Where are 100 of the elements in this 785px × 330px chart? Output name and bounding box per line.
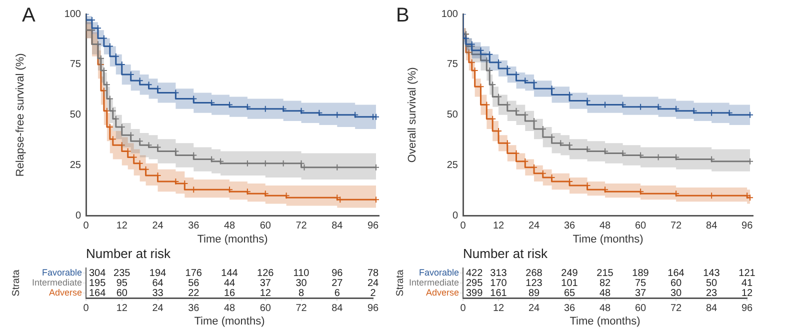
x-tick-label: 60 — [260, 302, 272, 314]
y-axis-title: Strata — [10, 269, 22, 296]
x-tick-label: 0 — [460, 302, 466, 314]
data-label: 96 — [332, 268, 344, 279]
y-axis-title: Relapse-free survival (%) — [14, 53, 27, 177]
x-tick-label: 12 — [492, 220, 505, 232]
y-axis-title: Strata — [394, 269, 406, 296]
data-label: 37 — [260, 278, 272, 289]
x-tick-label: 12 — [492, 302, 504, 314]
data-label: 249 — [561, 268, 578, 279]
data-label: 22 — [188, 288, 200, 299]
data-label: 48 — [599, 288, 611, 299]
data-label: 75 — [634, 278, 646, 289]
x-tick-label: 84 — [332, 220, 344, 232]
data-label: 164 — [668, 268, 685, 279]
data-label: 50 — [706, 278, 718, 289]
x-axis-title: Time (months) — [197, 233, 268, 246]
y-tick-label: Favorable — [418, 267, 459, 278]
data-label: 164 — [89, 288, 106, 299]
chart-title: Number at risk — [86, 246, 172, 262]
y-tick-label: Adverse — [48, 287, 82, 298]
data-label: 143 — [703, 268, 720, 279]
y-tick-label: Intermediate — [408, 277, 459, 288]
y-tick-label: 75 — [446, 59, 458, 70]
y-tick-label: 50 — [446, 110, 458, 121]
data-label: 422 — [466, 268, 484, 279]
data-label: 8 — [298, 288, 304, 299]
x-tick-label: 48 — [599, 302, 611, 314]
data-label: 215 — [596, 268, 614, 279]
x-tick-label: 72 — [670, 302, 682, 314]
x-tick-label: 72 — [296, 302, 308, 314]
x-tick-label: 36 — [188, 220, 200, 232]
data-label: 2 — [370, 288, 376, 299]
data-label: 295 — [466, 278, 484, 289]
data-label: 16 — [224, 288, 236, 299]
y-tick-label: 50 — [70, 110, 82, 121]
x-tick-label: 48 — [224, 220, 236, 232]
data-label: 313 — [490, 268, 508, 279]
data-label: 44 — [224, 278, 236, 289]
data-label: 235 — [114, 268, 131, 279]
x-tick-label: 24 — [528, 220, 540, 232]
x-tick-label: 12 — [116, 220, 128, 232]
data-label: 65 — [564, 288, 576, 299]
x-tick-label: 72 — [670, 220, 682, 232]
data-label: 12 — [741, 288, 753, 299]
data-label: 23 — [706, 288, 718, 299]
data-label: 27 — [332, 278, 344, 289]
y-tick-label: 0 — [75, 210, 82, 222]
x-tick-label: 60 — [260, 220, 272, 232]
data-label: 6 — [334, 288, 340, 299]
x-tick-label: 84 — [332, 302, 344, 314]
data-label: 121 — [738, 268, 756, 279]
x-tick-label: 36 — [564, 220, 576, 232]
x-tick-label: 84 — [706, 220, 718, 232]
x-tick-label: 48 — [224, 302, 236, 314]
x-tick-label: 24 — [528, 302, 540, 314]
x-tick-label: 36 — [564, 302, 576, 314]
data-label: 170 — [490, 278, 508, 289]
data-label: 123 — [526, 278, 543, 289]
x-tick-label: 96 — [367, 302, 379, 314]
y-tick-label: 100 — [441, 8, 458, 20]
x-tick-label: 96 — [367, 220, 380, 232]
y-tick-label: 0 — [452, 210, 458, 222]
x-axis-title: Time (months) — [572, 233, 644, 246]
x-tick-label: 36 — [188, 302, 200, 314]
x-tick-label: 96 — [742, 220, 754, 232]
x-tick-label: 84 — [706, 302, 718, 314]
x-tick-label: 60 — [634, 220, 647, 232]
data-label: 41 — [741, 278, 753, 289]
data-label: 82 — [599, 278, 611, 289]
data-label: 161 — [490, 288, 508, 299]
data-label: 64 — [152, 278, 164, 289]
y-tick-label: 75 — [70, 59, 82, 70]
y-tick-label: Adverse — [426, 287, 459, 298]
x-tick-label: 96 — [741, 302, 753, 314]
data-label: 268 — [526, 268, 543, 279]
y-tick-label: 25 — [446, 160, 458, 172]
x-tick-label: 0 — [460, 220, 466, 232]
data-label: 95 — [116, 278, 128, 289]
data-label: 189 — [632, 268, 650, 279]
data-label: 33 — [152, 288, 164, 299]
chart-title: A — [22, 4, 36, 27]
data-label: 30 — [670, 288, 682, 299]
y-axis-title: Overall survival (%) — [406, 67, 419, 163]
x-axis-title: Time (months) — [194, 315, 265, 328]
x-axis-title: Time (months) — [570, 315, 640, 328]
data-label: 101 — [561, 278, 578, 289]
data-label: 12 — [260, 288, 272, 299]
x-tick-label: 72 — [296, 220, 308, 232]
x-tick-label: 24 — [152, 220, 164, 232]
data-label: 60 — [116, 288, 128, 299]
data-label: 24 — [367, 278, 379, 289]
x-tick-label: 24 — [152, 302, 164, 314]
data-label: 37 — [634, 288, 646, 299]
data-label: 30 — [296, 278, 308, 289]
data-label: 195 — [89, 278, 106, 289]
data-label: 304 — [89, 268, 106, 279]
x-tick-label: 0 — [83, 220, 90, 232]
chart-title: B — [396, 4, 410, 27]
y-tick-label: 25 — [70, 160, 82, 172]
